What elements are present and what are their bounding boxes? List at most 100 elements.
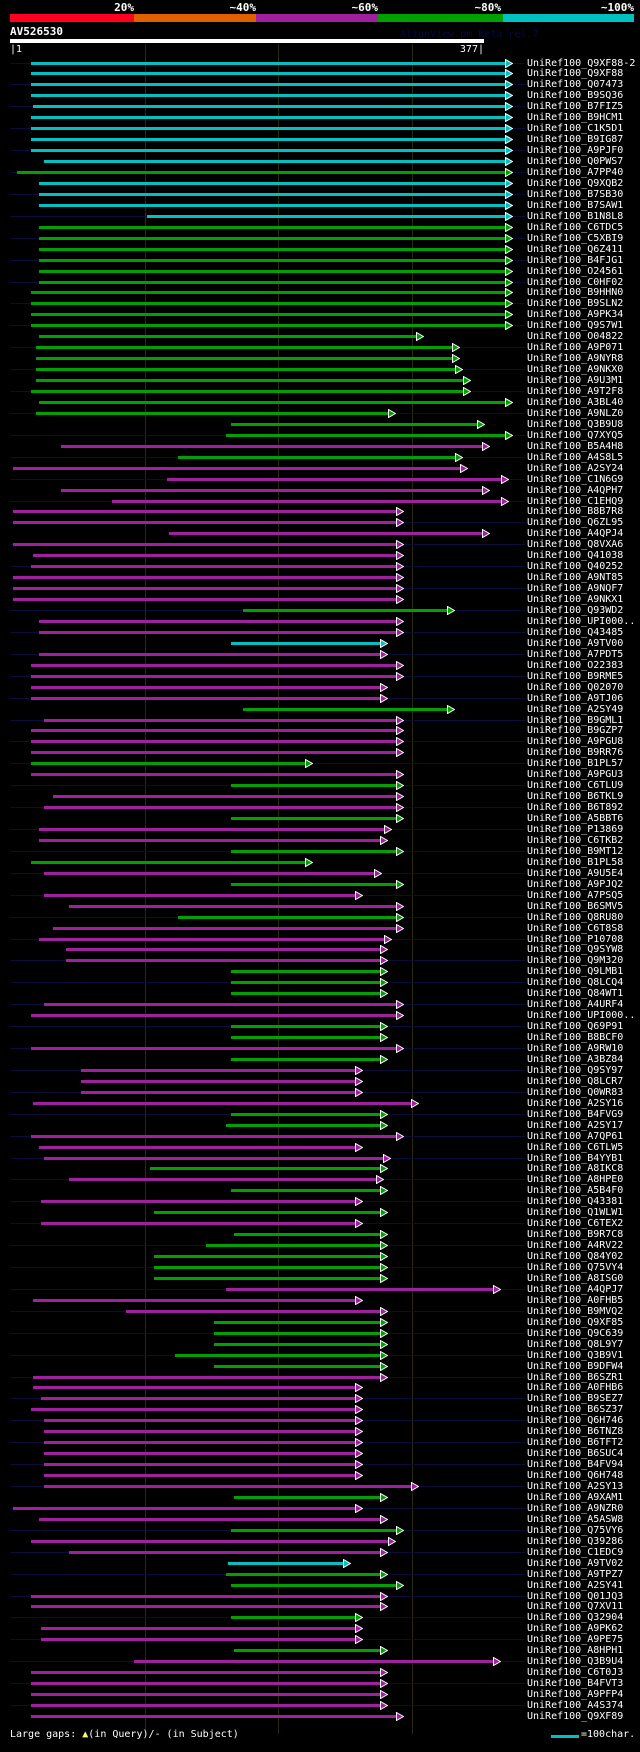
hit-label[interactable]: UniRef100_A9PFP4 [527, 1689, 624, 1701]
alignment-row[interactable]: UniRef100_Q07473 [0, 79, 640, 90]
alignment-row[interactable]: UniRef100_A2SY49 [0, 704, 640, 715]
alignment-row[interactable]: UniRef100_B4YYB1 [0, 1153, 640, 1164]
alignment-bar[interactable] [30, 1014, 398, 1018]
hit-label[interactable]: UniRef100_A9TV00 [527, 637, 624, 649]
alignment-row[interactable]: UniRef100_B9GZP7 [0, 725, 640, 736]
hit-label[interactable]: UniRef100_A9TPZ7 [527, 1568, 624, 1580]
alignment-row[interactable]: UniRef100_B9R7C8 [0, 1229, 640, 1240]
alignment-row[interactable]: UniRef100_Q9SYW8 [0, 944, 640, 955]
alignment-row[interactable]: UniRef100_A4RV22 [0, 1240, 640, 1251]
alignment-bar[interactable] [43, 1156, 384, 1160]
alignment-bar[interactable] [43, 1474, 357, 1478]
alignment-bar[interactable] [13, 521, 398, 525]
hit-label[interactable]: UniRef100_B7FIZ5 [527, 101, 624, 113]
alignment-bar[interactable] [30, 729, 398, 733]
alignment-bar[interactable] [61, 444, 484, 448]
alignment-row[interactable]: UniRef100_A4QPJ7 [0, 1284, 640, 1295]
hit-label[interactable]: UniRef100_Q43485 [527, 626, 624, 638]
alignment-row[interactable]: UniRef100_A9PGU8 [0, 736, 640, 747]
alignment-bar[interactable] [38, 225, 506, 229]
alignment-row[interactable]: UniRef100_B9RR76 [0, 747, 640, 758]
hit-label[interactable]: UniRef100_A2SY24 [527, 462, 624, 474]
alignment-row[interactable]: UniRef100_C6TDC5 [0, 222, 640, 233]
alignment-bar[interactable] [43, 1441, 357, 1445]
alignment-row[interactable]: UniRef100_C6TEX2 [0, 1218, 640, 1229]
alignment-row[interactable]: UniRef100_Q84Y02 [0, 1251, 640, 1262]
alignment-bar[interactable] [43, 160, 506, 164]
hit-label[interactable]: UniRef100_B1PL58 [527, 856, 624, 868]
alignment-bar[interactable] [30, 1671, 382, 1675]
hit-label[interactable]: UniRef100_Q02070 [527, 681, 624, 693]
alignment-row[interactable]: UniRef100_A9PFP4 [0, 1689, 640, 1700]
hit-label[interactable]: UniRef100_C6TEX2 [527, 1218, 624, 1230]
alignment-bar[interactable] [213, 1320, 382, 1324]
alignment-row[interactable]: UniRef100_Q9SY97 [0, 1065, 640, 1076]
alignment-row[interactable]: UniRef100_A9TV02 [0, 1558, 640, 1569]
alignment-row[interactable]: UniRef100_A9PK34 [0, 309, 640, 320]
alignment-row[interactable]: UniRef100_A9PJQ2 [0, 879, 640, 890]
alignment-bar[interactable] [30, 61, 506, 65]
hit-label[interactable]: UniRef100_Q0WR83 [527, 1086, 624, 1098]
alignment-row[interactable]: UniRef100_Q6Z411 [0, 244, 640, 255]
alignment-bar[interactable] [38, 203, 506, 207]
alignment-bar[interactable] [30, 1682, 382, 1686]
alignment-row[interactable]: UniRef100_Q93WD2 [0, 605, 640, 616]
alignment-bar[interactable] [13, 598, 398, 602]
alignment-bar[interactable] [53, 926, 398, 930]
alignment-bar[interactable] [43, 1419, 357, 1423]
hit-label[interactable]: UniRef100_B6TFT2 [527, 1437, 624, 1449]
hit-label[interactable]: UniRef100_A2SY41 [527, 1579, 624, 1591]
alignment-bar[interactable] [230, 1112, 382, 1116]
alignment-row[interactable]: UniRef100_B6TKL9 [0, 791, 640, 802]
alignment-bar[interactable] [30, 390, 464, 393]
hit-label[interactable]: UniRef100_Q1WLW1 [527, 1207, 624, 1219]
alignment-bar[interactable] [230, 849, 398, 853]
alignment-row[interactable]: UniRef100_B6T892 [0, 802, 640, 813]
alignment-bar[interactable] [38, 335, 418, 339]
alignment-row[interactable]: UniRef100_A9U3M1 [0, 375, 640, 386]
alignment-bar[interactable] [38, 937, 386, 941]
alignment-bar[interactable] [225, 433, 506, 437]
alignment-bar[interactable] [43, 718, 398, 722]
alignment-row[interactable]: UniRef100_A7PP40 [0, 167, 640, 178]
hit-label[interactable]: UniRef100_Q75VY4 [527, 1262, 624, 1273]
hit-label[interactable]: UniRef100_A4QPJ7 [527, 1283, 624, 1295]
hit-label[interactable]: UniRef100_Q6H746 [527, 1415, 624, 1427]
hit-label[interactable]: UniRef100_Q9SY97 [527, 1064, 624, 1076]
alignment-row[interactable]: UniRef100_B6SMV5 [0, 901, 640, 912]
hit-label[interactable]: UniRef100_A4S374 [527, 1700, 624, 1711]
alignment-bar[interactable] [30, 72, 506, 76]
hit-label[interactable]: UniRef100_B6SMV5 [527, 900, 624, 912]
hit-label[interactable]: UniRef100_A5BBT6 [527, 813, 624, 825]
alignment-row[interactable]: UniRef100_Q6ZL95 [0, 517, 640, 528]
alignment-row[interactable]: UniRef100_Q9LMB1 [0, 966, 640, 977]
alignment-bar[interactable] [43, 1430, 357, 1434]
hit-label[interactable]: UniRef100_A9NQF7 [527, 583, 624, 595]
alignment-row[interactable]: UniRef100_A9NLZ0 [0, 408, 640, 419]
alignment-row[interactable]: UniRef100_C6TLW5 [0, 1142, 640, 1153]
alignment-bar[interactable] [41, 1200, 357, 1204]
hit-label[interactable]: UniRef100_C6T0J3 [527, 1667, 624, 1679]
alignment-row[interactable]: UniRef100_Q39286 [0, 1536, 640, 1547]
alignment-row[interactable]: UniRef100_A4QPH7 [0, 485, 640, 496]
alignment-bar[interactable] [153, 1266, 382, 1269]
alignment-bar[interactable] [33, 1101, 412, 1105]
alignment-bar[interactable] [230, 817, 398, 821]
alignment-bar[interactable] [230, 1036, 382, 1040]
hit-label[interactable]: UniRef100_Q8LCQ4 [527, 977, 624, 989]
alignment-bar[interactable] [205, 1244, 382, 1248]
alignment-bar[interactable] [38, 236, 506, 240]
alignment-row[interactable]: UniRef100_B4FVG9 [0, 1109, 640, 1120]
alignment-row[interactable]: UniRef100_C1EHQ9 [0, 496, 640, 507]
hit-label[interactable]: UniRef100_C0HF02 [527, 276, 624, 288]
alignment-row[interactable]: UniRef100_A9XAM1 [0, 1492, 640, 1503]
alignment-bar[interactable] [30, 773, 398, 777]
hit-label[interactable]: UniRef100_A5B4F0 [527, 1185, 624, 1197]
alignment-bar[interactable] [35, 379, 464, 383]
alignment-bar[interactable] [35, 368, 456, 372]
alignment-bar[interactable] [33, 1298, 357, 1302]
hit-label[interactable]: UniRef100_A4RV22 [527, 1240, 624, 1252]
alignment-row[interactable]: UniRef100_A3BZ84 [0, 1054, 640, 1065]
alignment-row[interactable]: UniRef100_C1K5D1 [0, 123, 640, 134]
alignment-row[interactable]: UniRef100_A9NKX1 [0, 594, 640, 605]
